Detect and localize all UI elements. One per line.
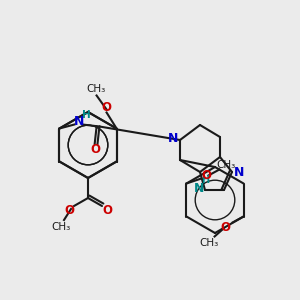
Text: H: H (201, 175, 209, 185)
Text: N: N (168, 131, 178, 145)
Text: O: O (102, 101, 112, 114)
Text: N: N (194, 182, 204, 194)
Text: O: O (90, 143, 100, 156)
Text: O: O (102, 203, 112, 217)
Text: O: O (220, 221, 231, 234)
Text: CH₃: CH₃ (51, 222, 70, 232)
Text: CH₃: CH₃ (217, 160, 236, 170)
Text: O: O (201, 169, 212, 182)
Text: N: N (74, 115, 85, 128)
Text: N: N (234, 166, 244, 178)
Text: CH₃: CH₃ (199, 238, 218, 248)
Text: CH₃: CH₃ (86, 83, 105, 94)
Text: H: H (82, 110, 91, 121)
Text: O: O (64, 203, 74, 217)
